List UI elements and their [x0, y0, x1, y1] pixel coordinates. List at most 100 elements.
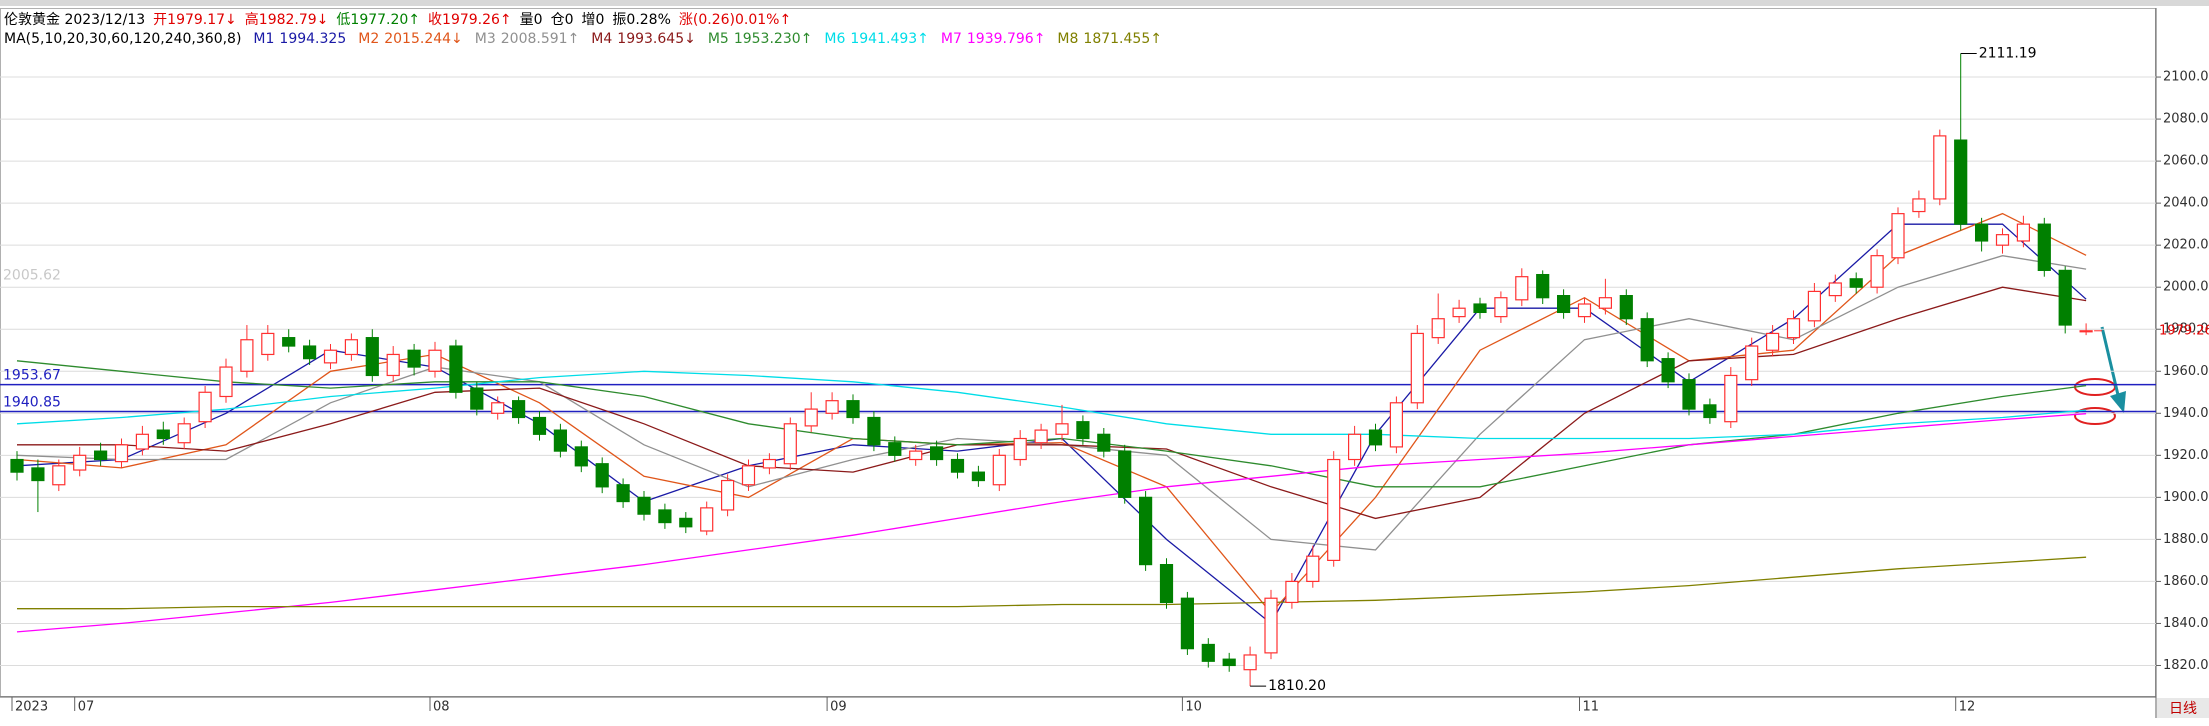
y-tick-label: 1920.00	[2163, 448, 2209, 463]
candle-body	[1640, 318, 1654, 362]
candle-body	[1034, 429, 1048, 444]
candle-body	[219, 366, 233, 398]
candle-body	[1912, 198, 1926, 213]
candle-body	[31, 467, 45, 482]
candle-body	[93, 450, 108, 461]
candle-body	[1556, 295, 1571, 314]
last-price-label: 1979.26	[2159, 323, 2209, 338]
candle-body	[1285, 580, 1299, 604]
candle-body	[1180, 597, 1195, 650]
candle-body	[971, 471, 986, 482]
candle-body	[595, 463, 609, 488]
legend-name: M1	[253, 31, 274, 47]
ma-line	[16, 360, 2087, 488]
x-tick-label: 08	[433, 700, 450, 715]
y-tick-label: 2060.00	[2163, 154, 2209, 169]
ref-label: 2005.62	[3, 267, 61, 283]
candle-body	[303, 345, 317, 360]
header-item: 低1977.20↑	[336, 12, 420, 28]
candle-body	[156, 429, 170, 440]
candle-body	[428, 349, 442, 372]
candle-body	[804, 408, 818, 427]
candle-body	[950, 458, 965, 473]
y-tick-label: 2020.00	[2163, 238, 2209, 253]
legend-name: M7	[941, 31, 962, 47]
candle-body	[1933, 135, 1947, 200]
legend-value: 1953.230↑	[734, 31, 813, 47]
ma-line	[17, 556, 2087, 610]
candle-body	[1389, 402, 1404, 448]
period-box	[2157, 698, 2209, 718]
candle-body	[1765, 332, 1780, 351]
legend-value: 1993.645↓	[617, 31, 696, 47]
candle-body	[1682, 379, 1696, 410]
candle-body	[658, 509, 672, 524]
y-tick-label: 1820.00	[2163, 658, 2209, 673]
high-label: 2111.19	[1979, 46, 2037, 62]
candle-body	[1494, 297, 1508, 318]
legend-value: 1939.796↑	[967, 31, 1046, 47]
ma-line	[16, 212, 2087, 614]
legend-name: M2	[358, 31, 379, 47]
candle-body	[1828, 282, 1842, 297]
y-tick-label: 1880.00	[2163, 532, 2209, 547]
candle-body	[282, 337, 296, 347]
candle-body	[1264, 597, 1278, 654]
candle-body	[553, 429, 568, 452]
y-tick-label: 2040.00	[2163, 196, 2209, 211]
ma-line	[17, 286, 2087, 520]
x-tick-label: 07	[78, 700, 95, 715]
highlight-ellipse	[2074, 378, 2116, 396]
candle-body	[825, 400, 839, 414]
ma-title: MA(5,10,20,30,60,120,240,360,8)	[4, 31, 241, 47]
legend-name: M4	[591, 31, 612, 47]
top-bar	[0, 0, 2209, 6]
legend-value: 2008.591↑	[501, 31, 580, 47]
header-item: 振0.28%	[612, 12, 670, 28]
candle-body	[741, 465, 756, 486]
candle-body	[1201, 643, 1215, 662]
candle-body	[1347, 433, 1362, 461]
candle-body	[1243, 654, 1257, 671]
header-item: 增0	[582, 12, 605, 28]
legend-value: 2015.244↓	[384, 31, 463, 47]
legend-name: M5	[708, 31, 729, 47]
candle-body	[1013, 437, 1027, 461]
legend-name: M8	[1057, 31, 1078, 47]
candle-body	[491, 402, 505, 414]
candle-body	[2058, 269, 2072, 326]
legend-value: 1994.325	[279, 31, 346, 47]
candle-body	[261, 332, 275, 356]
arrow	[2100, 326, 2120, 396]
candle-body	[240, 339, 254, 372]
header-item: 仓0	[551, 12, 574, 28]
candle-body	[992, 454, 1006, 486]
candle-body	[114, 444, 129, 463]
candle-body	[720, 479, 735, 511]
candle-body	[700, 507, 714, 532]
y-tick-label: 1940.00	[2163, 406, 2209, 421]
candle-body	[637, 496, 651, 515]
y-tick-label: 1980.00	[2163, 322, 2209, 337]
x-tick-label: 11	[1583, 700, 1600, 715]
candle-body	[1306, 555, 1320, 583]
candle-body	[929, 446, 944, 461]
header-item: 量0	[520, 12, 543, 28]
candle-body	[1368, 429, 1383, 446]
candle-body	[386, 353, 400, 377]
candle-body	[2016, 223, 2031, 242]
candle-body	[1870, 255, 1884, 288]
y-tick-label: 1900.00	[2163, 490, 2209, 505]
ma-line	[16, 413, 2087, 633]
y-tick-label: 1960.00	[2163, 364, 2209, 379]
candle-body	[1222, 658, 1236, 667]
header-item: 伦敦黄金 2023/12/13	[4, 11, 145, 28]
candle-body	[1138, 496, 1153, 566]
candle-body	[1786, 318, 1801, 339]
candle-body	[1954, 139, 1968, 225]
legend-value: 1871.455↑	[1083, 31, 1162, 47]
candle-body	[1536, 273, 1550, 299]
candle-body	[1515, 276, 1529, 301]
highlight-ellipse	[2074, 407, 2116, 425]
